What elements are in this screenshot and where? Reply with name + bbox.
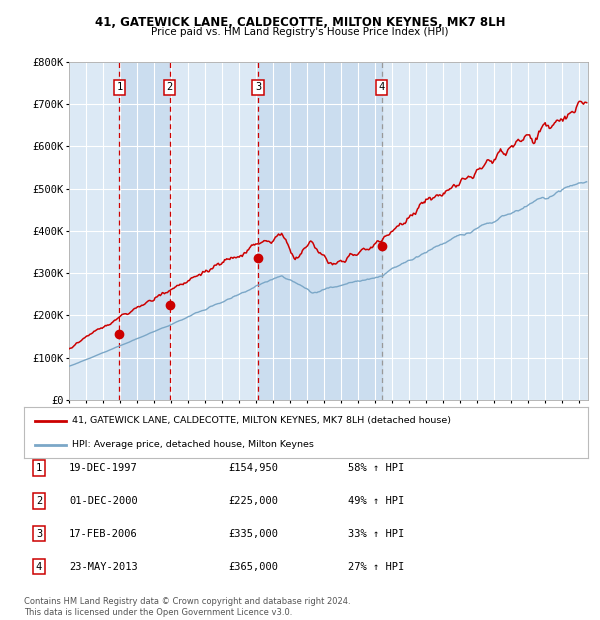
Text: £365,000: £365,000: [228, 562, 278, 572]
Text: 2: 2: [36, 496, 42, 506]
Bar: [119, 62, 170, 400]
Text: 58% ↑ HPI: 58% ↑ HPI: [348, 463, 404, 473]
Text: 3: 3: [36, 529, 42, 539]
Text: HPI: Average price, detached house, Milton Keynes: HPI: Average price, detached house, Milt…: [72, 440, 314, 450]
Text: 49% ↑ HPI: 49% ↑ HPI: [348, 496, 404, 506]
Text: 4: 4: [36, 562, 42, 572]
Text: 17-FEB-2006: 17-FEB-2006: [69, 529, 138, 539]
Text: 19-DEC-1997: 19-DEC-1997: [69, 463, 138, 473]
Text: £335,000: £335,000: [228, 529, 278, 539]
Text: 1: 1: [116, 82, 122, 92]
Text: Price paid vs. HM Land Registry's House Price Index (HPI): Price paid vs. HM Land Registry's House …: [151, 27, 449, 37]
Text: 4: 4: [379, 82, 385, 92]
Text: £154,950: £154,950: [228, 463, 278, 473]
Text: 2: 2: [167, 82, 173, 92]
Text: 3: 3: [255, 82, 262, 92]
Text: 1: 1: [36, 463, 42, 473]
Text: 01-DEC-2000: 01-DEC-2000: [69, 496, 138, 506]
Text: Contains HM Land Registry data © Crown copyright and database right 2024.
This d: Contains HM Land Registry data © Crown c…: [24, 598, 350, 617]
Text: 41, GATEWICK LANE, CALDECOTTE, MILTON KEYNES, MK7 8LH (detached house): 41, GATEWICK LANE, CALDECOTTE, MILTON KE…: [72, 417, 451, 425]
Text: 33% ↑ HPI: 33% ↑ HPI: [348, 529, 404, 539]
Text: 23-MAY-2013: 23-MAY-2013: [69, 562, 138, 572]
Text: 27% ↑ HPI: 27% ↑ HPI: [348, 562, 404, 572]
Text: 41, GATEWICK LANE, CALDECOTTE, MILTON KEYNES, MK7 8LH: 41, GATEWICK LANE, CALDECOTTE, MILTON KE…: [95, 16, 505, 29]
Bar: [258, 62, 382, 400]
Text: £225,000: £225,000: [228, 496, 278, 506]
